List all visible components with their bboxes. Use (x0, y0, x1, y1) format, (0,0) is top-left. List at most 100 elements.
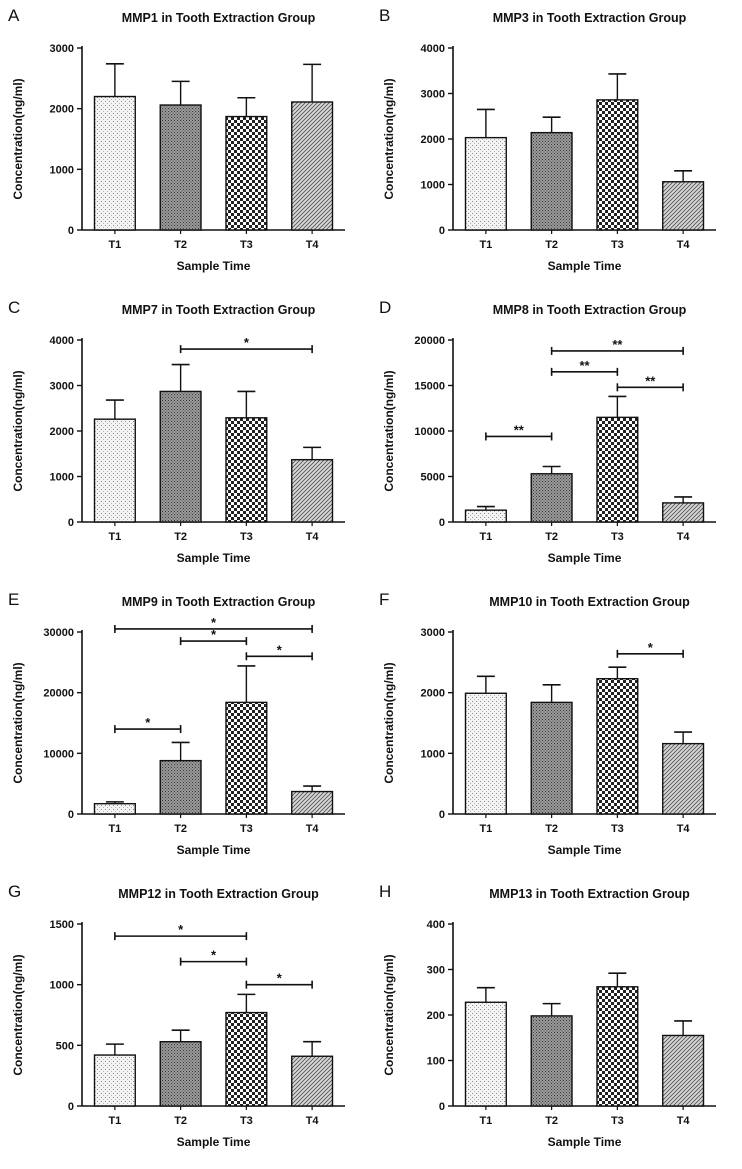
panel-e: E MMP9 in Tooth Extraction Group Concentr… (0, 584, 371, 876)
y-tick-label: 1500 (50, 919, 74, 931)
chart-title: MMP9 in Tooth Extraction Group (122, 595, 316, 609)
significance-label: * (648, 640, 654, 655)
bar-t3 (596, 678, 639, 815)
significance-label: * (211, 615, 217, 630)
x-tick-label: T2 (545, 531, 558, 543)
panel-c: C MMP7 in Tooth Extraction Group Concentr… (0, 292, 371, 584)
y-tick-label: 2000 (421, 134, 445, 146)
panel-letter: B (379, 6, 391, 25)
panel-letter: A (8, 6, 20, 25)
y-tick-label: 1000 (421, 748, 445, 760)
y-tick-label: 400 (427, 919, 445, 931)
y-axis-label: Concentration(ng/ml) (11, 78, 25, 199)
chart-title: MMP7 in Tooth Extraction Group (122, 303, 316, 317)
chart-svg: MMP8 in Tooth Extraction Group Concentrat… (382, 303, 716, 565)
x-tick-label: T2 (174, 1115, 187, 1127)
y-tick-label: 10000 (43, 748, 74, 760)
bar-t4 (291, 1055, 334, 1107)
bar-t4 (662, 742, 705, 815)
bar-t1 (93, 802, 136, 815)
y-tick-label: 0 (68, 225, 74, 237)
x-axis-label: Sample Time (548, 259, 622, 273)
y-tick-label: 4000 (421, 43, 445, 55)
y-tick-label: 1000 (50, 164, 74, 176)
x-tick-label: T4 (677, 1115, 691, 1127)
y-tick-label: 300 (427, 965, 445, 977)
significance-label: * (244, 335, 250, 350)
y-tick-label: 3000 (50, 381, 74, 393)
x-tick-label: T3 (611, 239, 624, 251)
y-axis-label: Concentration(ng/ml) (382, 662, 396, 783)
panel-b: B MMP3 in Tooth Extraction Group Concentr… (371, 0, 742, 292)
x-axis-label: Sample Time (177, 259, 251, 273)
panel-letter: E (8, 590, 20, 609)
chart-svg: MMP13 in Tooth Extraction Group Concentra… (382, 887, 716, 1149)
y-tick-label: 4000 (50, 335, 74, 347)
y-tick-label: 2000 (50, 426, 74, 438)
bar-t2 (530, 473, 573, 523)
x-axis-label: Sample Time (177, 843, 251, 857)
y-axis-label: Concentration(ng/ml) (11, 662, 25, 783)
panel-d: D MMP8 in Tooth Extraction Group Concentr… (371, 292, 742, 584)
y-tick-label: 5000 (421, 472, 445, 484)
significance-label: ** (514, 422, 525, 437)
y-tick-label: 0 (68, 1101, 74, 1113)
x-axis-label: Sample Time (177, 551, 251, 565)
y-axis-label: Concentration(ng/ml) (11, 370, 25, 491)
x-tick-label: T4 (306, 239, 320, 251)
chart-title: MMP1 in Tooth Extraction Group (122, 11, 316, 25)
y-tick-label: 200 (427, 1010, 445, 1022)
y-tick-label: 1000 (50, 472, 74, 484)
x-axis-label: Sample Time (548, 551, 622, 565)
significance-label: ** (579, 358, 590, 373)
x-tick-label: T3 (240, 531, 253, 543)
chart-title: MMP10 in Tooth Extraction Group (489, 595, 690, 609)
chart-title: MMP3 in Tooth Extraction Group (493, 11, 687, 25)
y-tick-label: 1000 (421, 180, 445, 192)
bar-t1 (93, 418, 136, 523)
bar-t3 (596, 416, 639, 523)
panel-f: F MMP10 in Tooth Extraction Group Concent… (371, 584, 742, 876)
bar-t3 (596, 986, 639, 1107)
bar-t1 (93, 95, 136, 231)
x-tick-label: T2 (545, 1115, 558, 1127)
x-tick-label: T3 (611, 531, 624, 543)
y-tick-label: 2000 (50, 104, 74, 116)
bar-t3 (225, 417, 268, 523)
chart-svg: MMP3 in Tooth Extraction Group Concentrat… (382, 11, 716, 273)
y-tick-label: 3000 (50, 43, 74, 55)
bar-t1 (464, 1001, 507, 1107)
bar-t2 (159, 104, 202, 231)
panel-g: G MMP12 in Tooth Extraction Group Concent… (0, 876, 371, 1168)
chart-title: MMP13 in Tooth Extraction Group (489, 887, 690, 901)
y-tick-label: 3000 (421, 627, 445, 639)
significance-label: * (277, 971, 283, 986)
bar-t4 (291, 458, 334, 523)
bar-t3 (225, 701, 268, 815)
y-tick-label: 20000 (43, 688, 74, 700)
x-tick-label: T3 (611, 823, 624, 835)
y-tick-label: 2000 (421, 688, 445, 700)
y-axis-label: Concentration(ng/ml) (11, 954, 25, 1075)
x-tick-label: T3 (240, 239, 253, 251)
panel-letter: G (8, 882, 22, 901)
bar-t1 (464, 136, 507, 231)
y-tick-label: 20000 (414, 335, 445, 347)
x-tick-label: T3 (240, 1115, 253, 1127)
x-tick-label: T4 (306, 1115, 320, 1127)
x-tick-label: T2 (174, 239, 187, 251)
significance-label: * (211, 948, 217, 963)
bar-t2 (159, 1040, 202, 1107)
significance-label: * (145, 715, 151, 730)
panel-letter: C (8, 298, 21, 317)
y-tick-label: 10000 (414, 426, 445, 438)
y-tick-label: 0 (68, 809, 74, 821)
chart-svg: MMP9 in Tooth Extraction Group Concentrat… (11, 595, 345, 857)
panel-letter: F (379, 590, 390, 609)
bar-t1 (464, 692, 507, 815)
y-tick-label: 0 (439, 1101, 445, 1113)
y-tick-label: 3000 (421, 89, 445, 101)
bar-t4 (291, 101, 334, 231)
bar-t3 (225, 115, 268, 231)
x-tick-label: T1 (108, 531, 121, 543)
